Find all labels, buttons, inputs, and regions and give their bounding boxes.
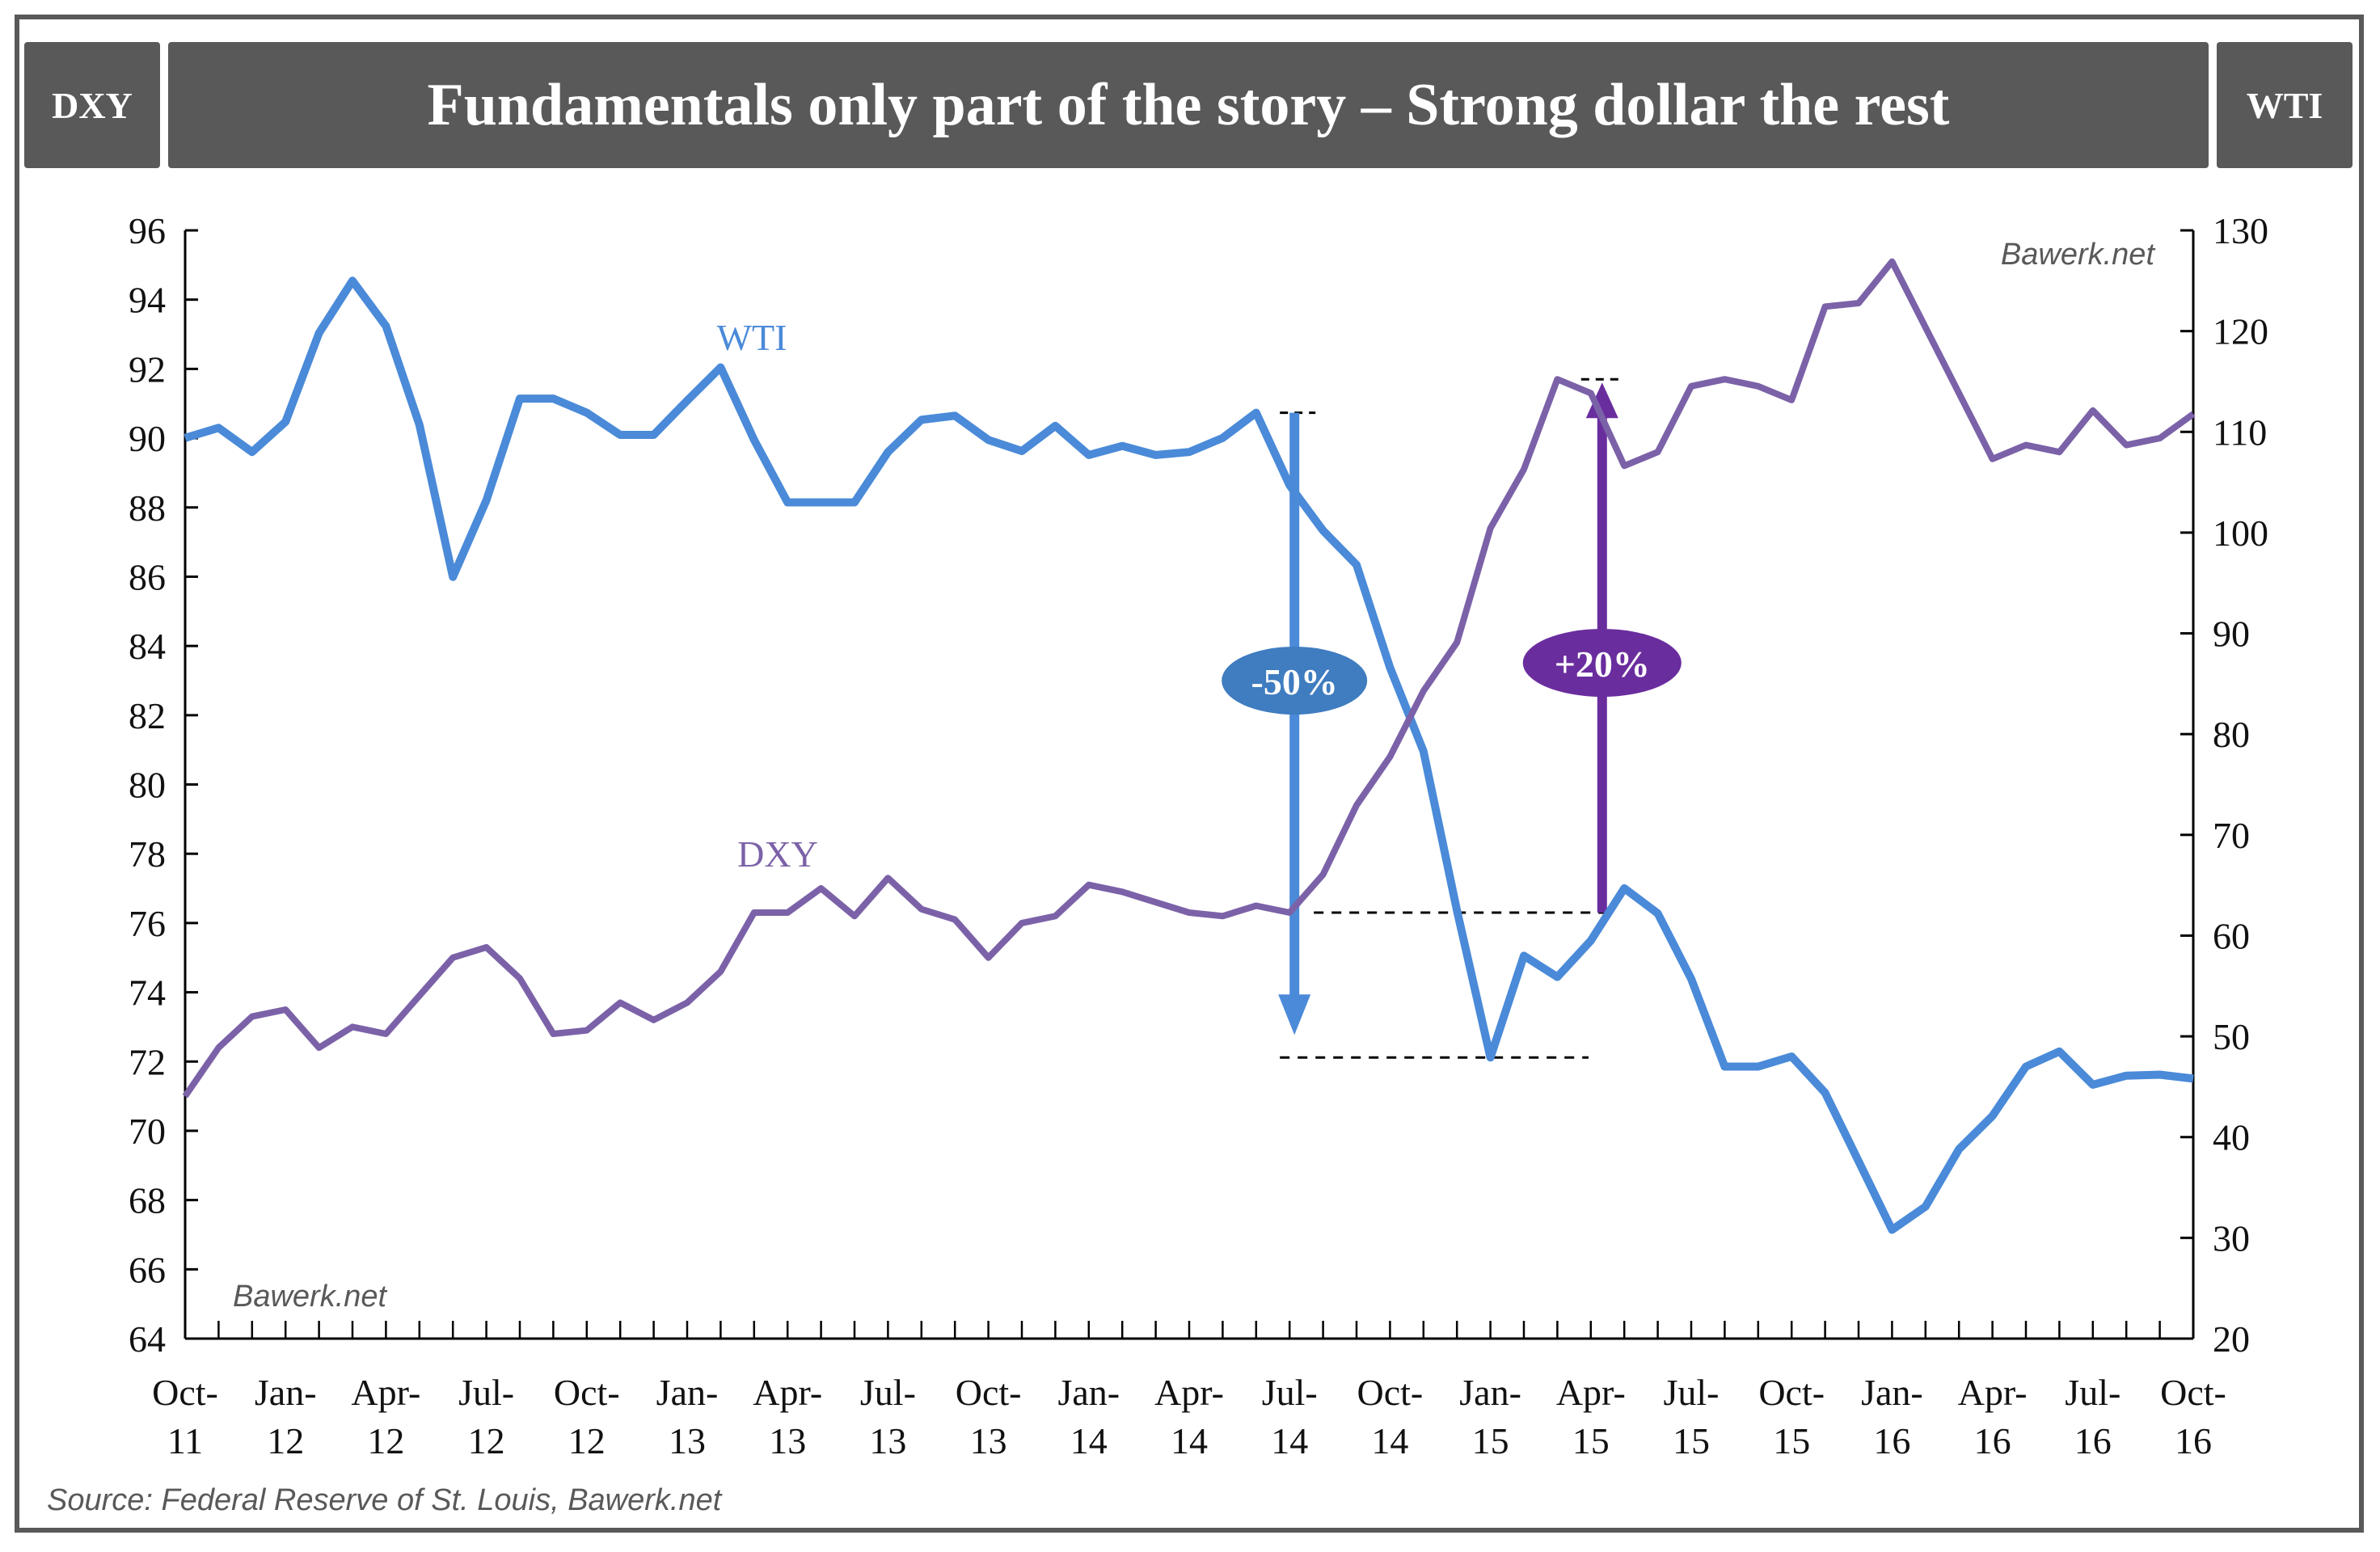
x-tick-label-month: Oct-: [1758, 1372, 1825, 1413]
right-axis-header-label: WTI: [2246, 84, 2323, 126]
source-note: Source: Federal Reserve of St. Louis, Ba…: [47, 1483, 723, 1517]
x-tick-label-month: Jul-: [1664, 1372, 1720, 1413]
x-tick-label-year: 12: [568, 1420, 606, 1461]
wti-arrow-head: [1278, 994, 1311, 1035]
left-tick-label: 80: [129, 765, 166, 806]
x-tick-label-year: 15: [1472, 1420, 1509, 1461]
right-tick-label: 110: [2213, 411, 2267, 453]
x-tick-label-month: Jan-: [656, 1372, 719, 1413]
series-line-wti: [184, 276, 2194, 1234]
right-tick-label: 120: [2213, 311, 2268, 352]
x-tick-label-year: 15: [1773, 1420, 1810, 1461]
left-tick-label: 72: [129, 1041, 166, 1082]
left-tick-label: 78: [129, 833, 166, 875]
x-tick-label-year: 11: [167, 1420, 203, 1461]
right-tick-label: 130: [2213, 210, 2268, 251]
x-tick-label-month: Jul-: [1262, 1372, 1318, 1413]
x-tick-label-month: Jul-: [2065, 1372, 2120, 1413]
x-tick-label-year: 12: [468, 1420, 505, 1461]
right-tick-label: 30: [2213, 1217, 2250, 1259]
x-tick-label-year: 12: [367, 1420, 404, 1461]
labels: WTI DXY Bawerk.net Bawerk.net Source: Federa…: [47, 238, 2155, 1517]
left-tick-label: 90: [129, 418, 166, 459]
left-tick-label: 88: [129, 487, 166, 529]
x-tick-label-year: 14: [1070, 1420, 1108, 1461]
x-tick-label-year: 13: [869, 1420, 906, 1461]
right-tick-label: 60: [2213, 915, 2250, 956]
x-tick-label-month: Oct-: [152, 1372, 218, 1413]
right-tick-label: 90: [2213, 614, 2250, 655]
series-line-dxy: [182, 258, 2196, 1099]
x-tick-label-month: Jan-: [1861, 1372, 1923, 1413]
x-tick-label-year: 16: [1873, 1420, 1910, 1461]
x-tick-label-year: 16: [2175, 1420, 2212, 1461]
left-tick-label: 76: [129, 903, 166, 944]
x-tick-label-month: Jul-: [860, 1372, 916, 1413]
x-tick-label-year: 13: [669, 1420, 706, 1461]
x-tick-label-month: Jul-: [458, 1372, 514, 1413]
right-tick-label: 50: [2213, 1016, 2250, 1057]
series-label-dxy: DXY: [737, 833, 818, 875]
x-tick-label-month: Apr-: [753, 1372, 822, 1413]
dxy-arrow-head: [1585, 382, 1618, 419]
left-tick-label: 70: [129, 1111, 166, 1152]
left-tick-label: 74: [129, 972, 166, 1014]
left-tick-label: 64: [129, 1318, 166, 1360]
left-tick-label: 92: [129, 348, 166, 390]
chart-title: Fundamentals only part of the story – St…: [427, 71, 1950, 138]
right-axis-header: WTI: [2217, 42, 2353, 168]
right-tick-label: 70: [2213, 815, 2250, 856]
x-tick-label-year: 15: [1572, 1420, 1610, 1461]
x-tick-label-month: Oct-: [956, 1372, 1022, 1413]
left-tick-label: 86: [129, 556, 166, 597]
x-tick-label-month: Apr-: [1958, 1372, 2028, 1413]
left-axis-header: DXY: [24, 42, 160, 168]
x-tick-label-year: 15: [1673, 1420, 1710, 1461]
x-tick-label-month: Apr-: [1154, 1372, 1224, 1413]
left-tick-label: 84: [129, 626, 166, 667]
right-tick-label: 40: [2213, 1117, 2250, 1158]
right-tick-label: 20: [2213, 1318, 2250, 1360]
x-tick-label-year: 14: [1371, 1420, 1408, 1461]
wti-change-badge: [1222, 647, 1368, 715]
x-tick-label-year: 14: [1271, 1420, 1308, 1461]
watermark-top-right: Bawerk.net: [2001, 238, 2156, 272]
left-tick-label: 96: [129, 210, 166, 251]
axes: 64 66 68 70 72 74 76 78 80 82 84 86 88 90 92 94 96 20 30 40…: [129, 210, 2268, 1461]
x-tick-label-month: Apr-: [1556, 1372, 1626, 1413]
x-tick-label-month: Oct-: [1357, 1372, 1424, 1413]
x-tick-label-year: 14: [1171, 1420, 1208, 1461]
x-tick-label-month: Apr-: [351, 1372, 420, 1413]
left-tick-label: 66: [129, 1249, 166, 1290]
right-tick-label: 80: [2213, 714, 2250, 755]
x-tick-label-year: 12: [267, 1420, 304, 1461]
series-lines: [182, 258, 2196, 1234]
x-tick-label-year: 13: [769, 1420, 806, 1461]
x-tick-label-month: Oct-: [2160, 1372, 2226, 1413]
x-tick-label-year: 16: [1974, 1420, 2011, 1461]
x-tick-label-month: Jan-: [1057, 1372, 1120, 1413]
left-tick-label: 68: [129, 1180, 166, 1221]
left-axis-header-label: DXY: [52, 84, 133, 126]
left-tick-label: 94: [129, 280, 166, 321]
x-tick-label-year: 16: [2074, 1420, 2112, 1461]
x-tick-label-month: Jan-: [1459, 1372, 1521, 1413]
left-tick-label: 82: [129, 695, 166, 736]
x-tick-label-year: 13: [970, 1420, 1007, 1461]
annotations: -50% +20%: [1222, 377, 1682, 1059]
chart-frame: [15, 15, 2364, 1533]
right-tick-label: 100: [2213, 512, 2268, 554]
watermark-bottom-left: Bawerk.net: [233, 1280, 388, 1314]
x-tick-label-month: Oct-: [554, 1372, 620, 1413]
dxy-change-badge: [1522, 629, 1682, 697]
x-tick-label-month: Jan-: [255, 1372, 317, 1413]
chart-title-banner: Fundamentals only part of the story – St…: [168, 42, 2209, 168]
dxy-change-label: +20%: [1555, 643, 1650, 685]
wti-change-label: -50%: [1251, 661, 1338, 702]
series-label-wti: WTI: [717, 317, 787, 358]
